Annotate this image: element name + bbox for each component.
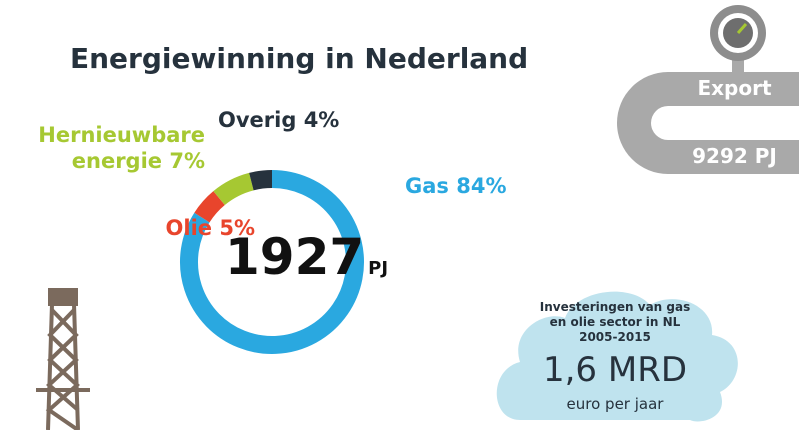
segment-name: Hernieuwbare energie (38, 123, 205, 173)
gauge (710, 5, 766, 61)
cloud (496, 291, 738, 422)
donut-segment (249, 170, 273, 191)
export-value: 9292 PJ (692, 144, 777, 168)
investment-unit: euro per jaar (566, 395, 664, 413)
segment-percent: 84% (456, 174, 507, 198)
export-pipe (617, 58, 799, 174)
donut-segment (180, 170, 364, 354)
segment-percent: 5% (219, 216, 255, 240)
segment-label: Overig 4% (218, 107, 339, 133)
segment-name: Gas (405, 174, 449, 198)
segment-name: Olie (165, 216, 213, 240)
center-value: 1927 PJ (225, 228, 388, 286)
oil-rig (36, 288, 90, 430)
donut-segment (194, 191, 226, 223)
investment-text: Investeringen van gas en olie sector in … (539, 300, 691, 344)
export-label: Export (697, 76, 772, 100)
segment-label: Gas 84% (405, 173, 507, 199)
donut-segment (213, 172, 254, 206)
investment-value: 1,6 MRD (542, 350, 688, 390)
segment-percent: 7% (169, 149, 205, 173)
chart-title: Energiewinning in Nederland (70, 42, 529, 75)
center-unit: PJ (368, 258, 389, 279)
segment-label: Olie 5% (55, 215, 255, 241)
segment-label: Hernieuwbare energie 7% (20, 122, 205, 174)
segment-name: Overig (218, 108, 297, 132)
center-number: 1927 (225, 228, 365, 286)
segment-percent: 4% (303, 108, 340, 132)
